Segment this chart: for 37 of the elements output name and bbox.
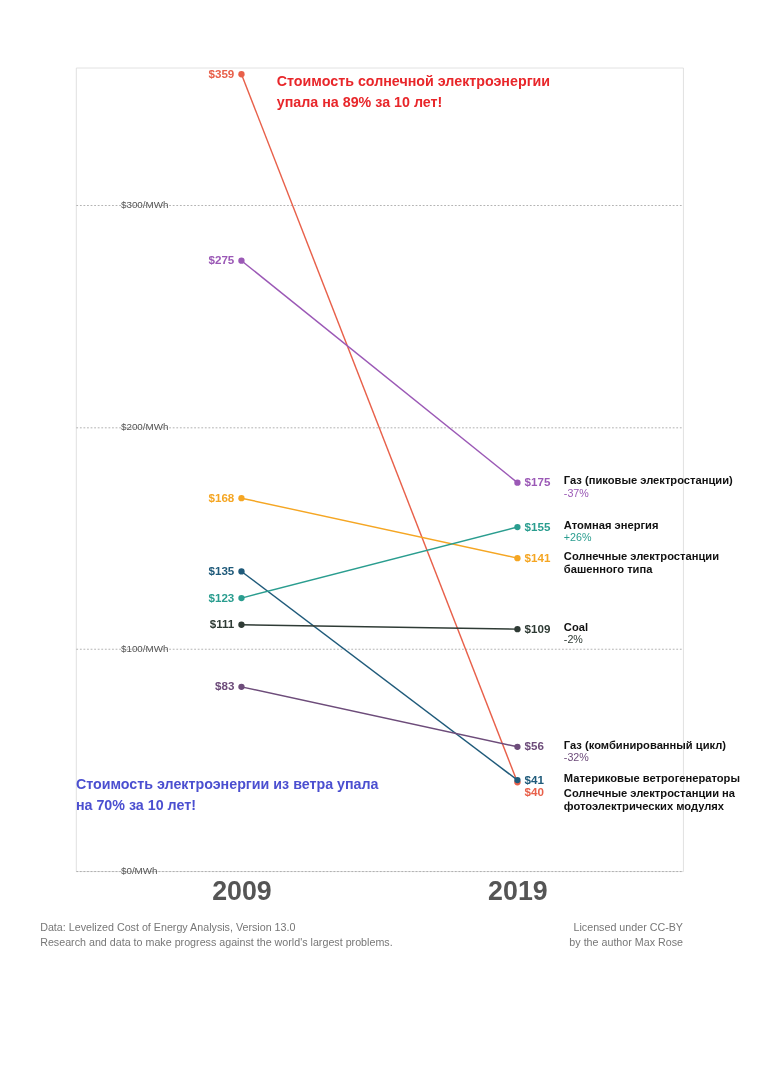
data-label: $111: [209, 617, 235, 631]
annotation: +26%: [563, 531, 593, 544]
data-label: $41: [524, 772, 545, 786]
annotation: -37%: [563, 486, 590, 499]
data-label: $141: [524, 550, 551, 564]
data-label: $83: [214, 679, 235, 693]
data-label: $155: [524, 519, 551, 533]
x-tick-label: 2019: [488, 876, 548, 907]
data-label: $275: [208, 253, 235, 267]
y-tick-label: $300/MWh: [120, 199, 169, 211]
text: Data: Levelized Cost of Energy Analysis, Version 13.0: [40, 920, 296, 933]
annotation: Стоимость солнечной электроэнергии упала на 89% за 10 лет!: [276, 73, 551, 111]
text: Licensed under CC-BY: [573, 920, 683, 933]
text: Research and data to make progress against the world's largest problems.: [40, 936, 393, 949]
text: Газ (пиковые электростанции): [563, 474, 734, 487]
y-tick-label: $0/MWh: [120, 865, 158, 877]
data-label: $109: [524, 621, 551, 635]
text: Материковые ветрогенераторы: [563, 771, 740, 784]
x-tick-label: 2009: [212, 876, 272, 907]
text: Солнечные электростанции башенного типа: [563, 549, 720, 575]
text: Газ (комбинированный цикл): [563, 738, 727, 751]
annotation: -32%: [563, 751, 590, 764]
data-label: $359: [208, 66, 235, 80]
y-tick-label: $200/MWh: [120, 421, 169, 433]
text: by the author Max Rose: [569, 936, 684, 949]
y-tick-label: $100/MWh: [120, 643, 169, 655]
data-label: $56: [524, 739, 545, 753]
data-label: $168: [208, 490, 235, 504]
text: Атомная энергия: [563, 518, 659, 531]
data-label: $40: [524, 785, 544, 799]
annotation: Стоимость электроэнергии из ветра упала на 70% за 10 лет!: [75, 776, 380, 814]
annotation: -2%: [563, 633, 584, 646]
data-label: $135: [208, 564, 235, 578]
data-label: $175: [524, 475, 551, 489]
data-label: $123: [208, 590, 235, 604]
text: Coal: [563, 620, 589, 633]
text: Солнечные электростанции на фотоэлектрических модулях: [563, 787, 736, 813]
